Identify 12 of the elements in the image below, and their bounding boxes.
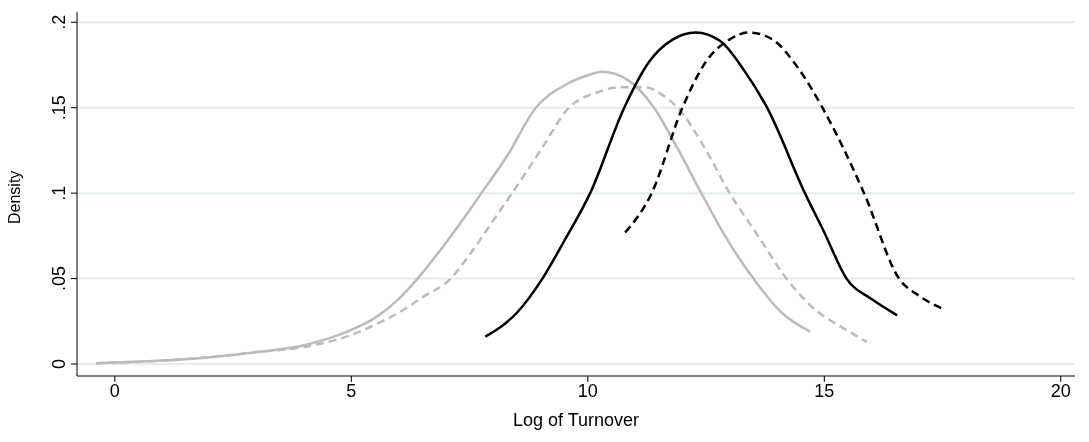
y-tick-label: .05 bbox=[49, 266, 69, 292]
y-axis-title: Density bbox=[5, 170, 23, 224]
x-tick-label: 0 bbox=[109, 380, 120, 401]
x-tick-label: 10 bbox=[577, 380, 598, 401]
y-tick-label: .15 bbox=[49, 95, 69, 121]
x-tick-label: 20 bbox=[1050, 380, 1071, 401]
x-axis-title: Log of Turnover bbox=[512, 410, 640, 430]
x-tick-label: 15 bbox=[814, 380, 835, 401]
y-tick-label: .1 bbox=[49, 185, 69, 201]
y-tick-label: .2 bbox=[49, 14, 69, 30]
x-tick-label: 5 bbox=[346, 380, 357, 401]
y-tick-label: 0 bbox=[49, 359, 69, 370]
